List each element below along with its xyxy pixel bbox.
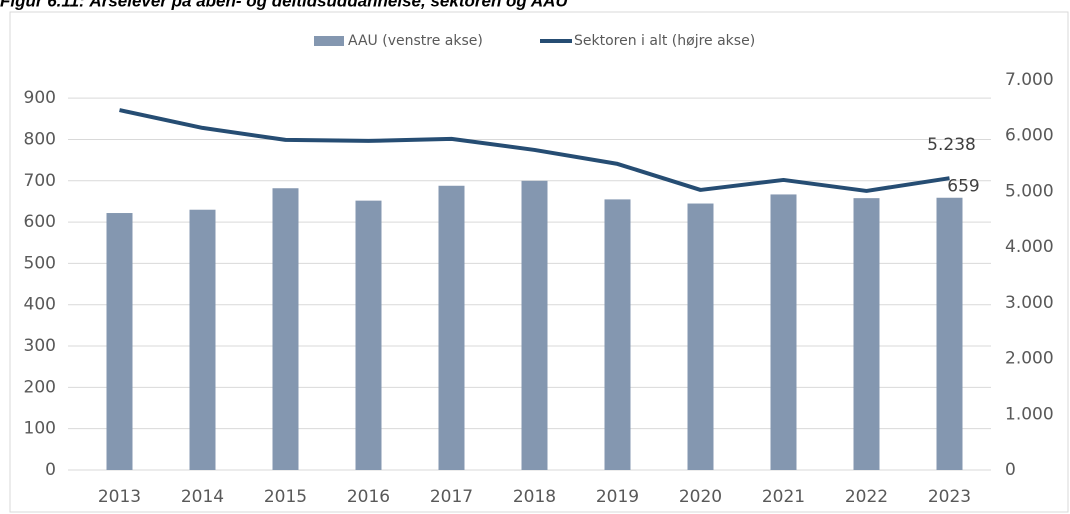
- x-tick-label: 2017: [430, 487, 473, 507]
- bar: [272, 188, 299, 471]
- bar: [687, 203, 714, 471]
- x-tick-label: 2016: [347, 487, 390, 507]
- y-tick-label: 700: [24, 171, 56, 191]
- y-tick-label: 200: [24, 377, 56, 397]
- legend-label: AAU (venstre akse): [348, 33, 483, 49]
- y2-tick-label: 4.000: [1005, 237, 1054, 257]
- bar: [770, 194, 797, 471]
- y-tick-label: 300: [24, 336, 56, 356]
- y-tick-label: 400: [24, 295, 56, 315]
- y-tick-label: 0: [45, 460, 56, 480]
- y-tick-label: 800: [24, 129, 56, 149]
- line-value-label: 5.238: [927, 135, 976, 155]
- legend-swatch: [314, 36, 344, 46]
- bar: [604, 199, 631, 470]
- y2-tick-label: 7.000: [1005, 70, 1054, 90]
- y2-tick-label: 2.000: [1005, 349, 1054, 369]
- line: [119, 108, 950, 193]
- y2-tick-label: 6.000: [1005, 126, 1054, 146]
- x-tick-label: 2018: [513, 487, 556, 507]
- bar: [438, 185, 465, 471]
- y2-tick-label: 0: [1005, 460, 1016, 480]
- x-tick-label: 2014: [181, 487, 224, 507]
- bar: [106, 213, 133, 470]
- y2-tick-label: 3.000: [1005, 293, 1054, 313]
- x-tick-label: 2020: [679, 487, 722, 507]
- bar: [521, 180, 548, 470]
- y-tick-label: 600: [24, 212, 56, 232]
- bar: [936, 197, 963, 470]
- y-tick-label: 100: [24, 419, 56, 439]
- bar: [355, 200, 382, 470]
- bar-value-label: 659: [947, 177, 979, 197]
- y2-tick-label: 5.000: [1005, 181, 1054, 201]
- x-tick-label: 2015: [264, 487, 307, 507]
- x-tick-label: 2023: [928, 487, 971, 507]
- y-tick-label: 900: [24, 88, 56, 108]
- bar: [853, 198, 880, 470]
- y-tick-label: 500: [24, 253, 56, 273]
- x-tick-label: 2022: [845, 487, 888, 507]
- bar: [189, 209, 216, 470]
- x-tick-label: 2013: [98, 487, 141, 507]
- legend-label: Sektoren i alt (højre akse): [574, 33, 755, 49]
- y2-tick-label: 1.000: [1005, 404, 1054, 424]
- chart-title: Figur 6.11: Årselever på åben- og deltid…: [0, 0, 568, 10]
- x-tick-label: 2019: [596, 487, 639, 507]
- x-tick-label: 2021: [762, 487, 805, 507]
